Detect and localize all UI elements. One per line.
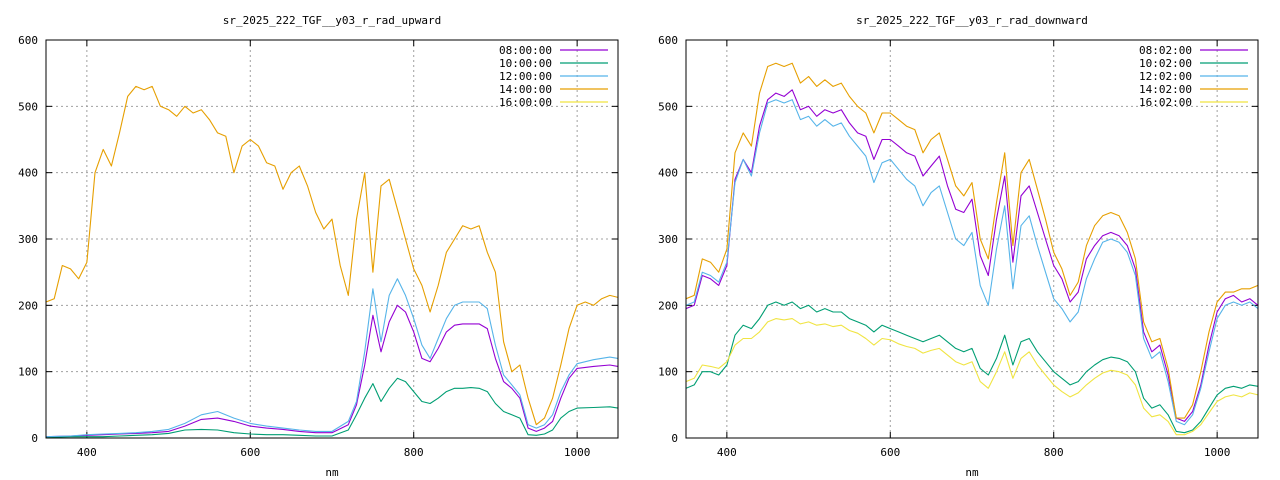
x-axis-label: nm (325, 466, 339, 479)
y-tick-label: 200 (18, 299, 38, 312)
x-tick-label: 600 (880, 446, 900, 459)
y-tick-label: 200 (658, 299, 678, 312)
series-line-3 (686, 62, 1258, 419)
chart-downward-panel: sr_2025_222_TGF__y03_r_rad_downward 0 100 2… (640, 0, 1280, 480)
y-tick-label: 0 (31, 432, 38, 445)
y-tick-label: 300 (18, 233, 38, 246)
x-tick-label: 800 (404, 446, 424, 459)
legend-label: 14:02:00 (1139, 83, 1192, 96)
legend-label: 10:00:00 (499, 57, 552, 70)
series-group (686, 62, 1258, 436)
series-line-1 (686, 301, 1258, 434)
y-tick-label: 100 (658, 366, 678, 379)
x-tick-label: 1000 (564, 446, 591, 459)
series-line-4 (686, 318, 1258, 436)
chart-upward-panel: sr_2025_222_TGF__y03_r_rad_upward 0 100 200… (18, 14, 619, 479)
legend-label: 08:02:00 (1139, 44, 1192, 57)
y-tick-label: 400 (18, 167, 38, 180)
legend-label: 14:00:00 (499, 83, 552, 96)
legend-label: 12:02:00 (1139, 70, 1192, 83)
plot-frame (685, 39, 1259, 439)
legend-label: 16:00:00 (499, 96, 552, 109)
series-line-1 (46, 377, 618, 438)
x-tick-label: 1000 (1204, 446, 1231, 459)
chart-downward: sr_2025_222_TGF__y03_r_rad_downward 0 100 2… (658, 14, 1259, 479)
plot-frame (45, 39, 619, 439)
y-tick-label: 500 (18, 100, 38, 113)
legend-label: 12:00:00 (499, 70, 552, 83)
x-tick-label: 400 (717, 446, 737, 459)
series-line-0 (686, 89, 1258, 422)
series-line-0 (46, 304, 618, 438)
y-tick-label: 0 (671, 432, 678, 445)
y-tick-label: 400 (658, 167, 678, 180)
x-tick-label: 400 (77, 446, 97, 459)
chart-upward: sr_2025_222_TGF__y03_r_rad_upward 0 100 200… (18, 14, 619, 479)
y-tick-label: 300 (658, 233, 678, 246)
x-axis-label: nm (965, 466, 979, 479)
y-tick-label: 500 (658, 100, 678, 113)
x-tick-label: 800 (1044, 446, 1064, 459)
x-tick-label: 600 (240, 446, 260, 459)
series-group (46, 85, 618, 438)
y-tick-label: 100 (18, 366, 38, 379)
chart-title: sr_2025_222_TGF__y03_r_rad_upward (223, 14, 442, 27)
chart-title: sr_2025_222_TGF__y03_r_rad_downward (856, 14, 1088, 27)
y-tick-label: 600 (658, 34, 678, 47)
legend-label: 08:00:00 (499, 44, 552, 57)
series-line-2 (46, 278, 618, 438)
series-line-3 (46, 85, 618, 426)
legend-label: 16:02:00 (1139, 96, 1192, 109)
legend-label: 10:02:00 (1139, 57, 1192, 70)
series-line-2 (686, 99, 1258, 426)
y-tick-label: 600 (18, 34, 38, 47)
